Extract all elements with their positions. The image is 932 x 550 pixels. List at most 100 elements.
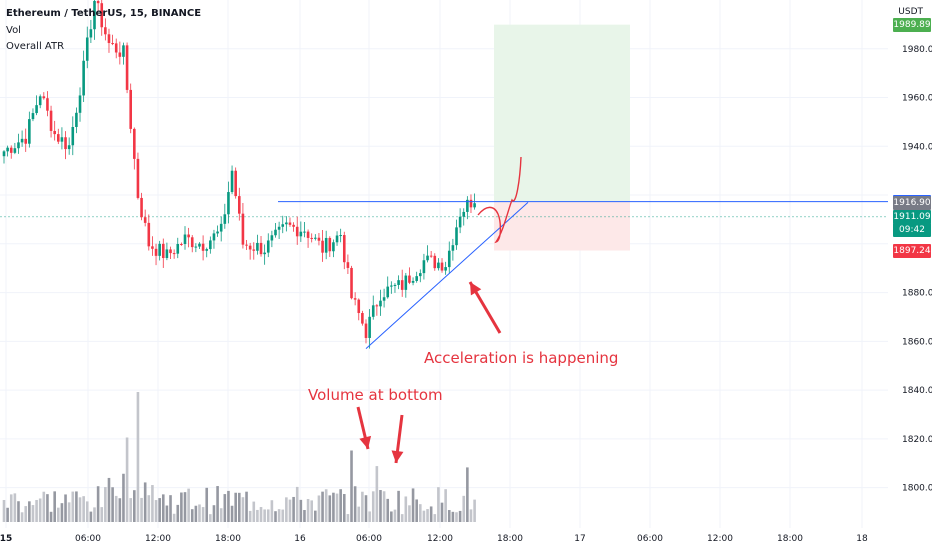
volume-bar [353,486,357,522]
volume-bar [151,485,154,522]
volume-bar [375,466,379,522]
volume-bar [357,506,361,522]
volume-bar [466,467,469,522]
volume-bar [444,489,447,522]
volume-bar [107,477,111,522]
candle-body [364,323,368,338]
volume-bar [426,509,429,522]
volume-bar [386,498,390,522]
candle-body [245,244,248,246]
price-tick-label: 1980.00 [902,45,932,55]
volume-bar [9,494,13,522]
candle-body [230,170,234,193]
volume-bar [53,491,56,522]
axes: 1980.00 1960.00 1940.00 1880.00 1860.00 1840.… [0,45,932,544]
volume-bar [382,491,386,522]
candle-body [118,52,122,57]
volume-bar [429,506,433,522]
candle-body [339,235,342,237]
volume-bar [295,486,299,522]
candle-body [172,253,176,255]
volume-bar [433,514,437,522]
time-tick-label: 06:00 [637,534,663,544]
projected-path[interactable] [477,156,522,244]
volume-bar [64,494,67,522]
time-tick-label: 18:00 [497,534,523,544]
volume-bar [57,507,60,522]
volume-bar [198,504,201,522]
volume-bar [205,487,209,522]
candle-body [466,199,469,212]
volume-bar [42,491,46,522]
loss-zone[interactable] [494,201,630,251]
volume-bar [122,473,125,522]
candle-body [205,249,209,251]
candle-body [437,262,440,269]
candle-body [274,229,277,236]
candle-body [176,244,180,254]
volume-bar [194,505,198,522]
volume-bar [408,505,411,522]
candle-body [375,305,379,307]
candle-body [151,246,154,249]
candle-body [165,249,169,259]
candle-body [259,242,263,255]
indicator-atr[interactable]: Overall ATR [6,41,65,52]
volume-bar [6,507,9,522]
candle-body [161,243,165,259]
candle-body [426,255,429,261]
candle-body [49,110,53,131]
candle-body [444,267,447,271]
time-tick-label: 12:00 [145,534,171,544]
price-badge: 1897.24 [893,243,931,258]
candle-body [285,222,288,225]
candle-body [321,240,324,253]
candle-body [194,246,198,248]
drawing-lines [278,156,888,350]
indicator-vol[interactable]: Vol [6,25,21,36]
candle-body [169,249,172,254]
profit-zone[interactable] [494,24,630,202]
candle-body [75,112,78,127]
candle-body [133,128,136,159]
price-tick-label: 1940.00 [902,142,932,152]
volume-bar [71,491,75,522]
candle-body [180,244,183,246]
volume-bar [216,486,219,522]
candle-body [201,243,205,251]
candle-body [455,227,458,246]
volume-bar [462,495,466,522]
volume-bar [321,491,324,522]
candle-body [335,235,339,243]
annotation-acceleration: Acceleration is happening [424,349,619,367]
candle-body [38,96,42,106]
candle-body [328,237,332,252]
candle-body [462,211,466,217]
candle-body [400,280,404,290]
volume-bar [364,495,368,522]
volume-bar [332,492,335,522]
candle-body [209,240,212,250]
volume-bar [324,489,328,522]
candle-body [263,252,266,255]
volume-bar [114,495,118,522]
price-tick-label: 1820.00 [902,435,932,445]
candle-body [390,285,393,287]
candle-body [53,130,56,135]
candle-body [227,192,230,215]
candle-body [82,60,85,96]
chart-title: Ethereum / TetherUS, 15, BINANCE [6,8,202,19]
volume-bar [183,492,187,522]
volume-bar [252,501,256,522]
price-tick-label: 1800.00 [902,484,932,494]
volume-bar [270,500,274,522]
candle-body [187,234,190,238]
volume-bar [458,510,462,522]
volume-bar [227,490,230,522]
volume-bar [104,487,107,522]
volume-bar [285,497,288,522]
currency-label[interactable]: USDT [898,7,923,17]
candle-body [303,231,306,233]
